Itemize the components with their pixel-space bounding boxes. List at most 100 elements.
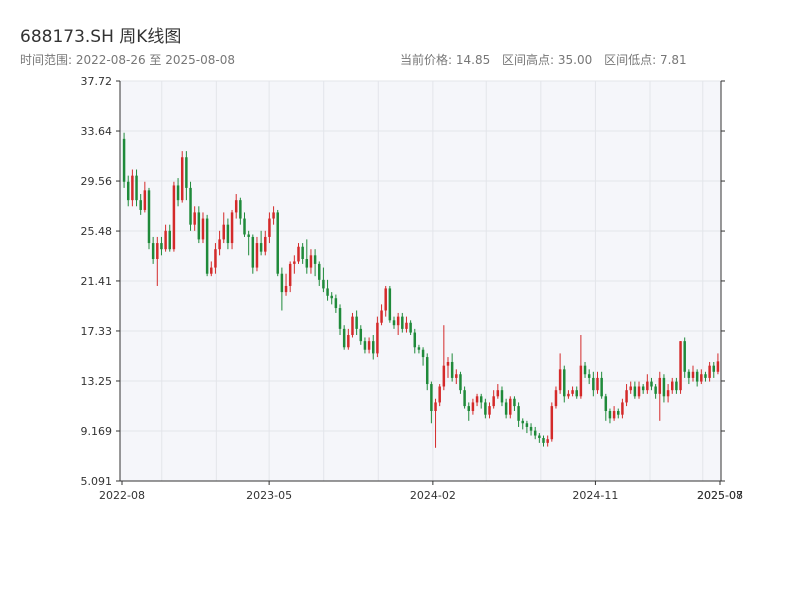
candle-up bbox=[625, 390, 628, 403]
candle-up bbox=[218, 239, 221, 250]
candle-down bbox=[326, 288, 329, 296]
candle-down bbox=[276, 212, 279, 274]
candle-up bbox=[475, 396, 479, 403]
candle-down bbox=[712, 365, 716, 372]
candle-down bbox=[538, 435, 541, 438]
x-tick-label: 2023-05 bbox=[246, 489, 292, 502]
candle-down bbox=[251, 236, 255, 268]
candle-up bbox=[629, 386, 632, 391]
candle-up bbox=[567, 393, 570, 397]
candle-down bbox=[617, 411, 620, 415]
candle-up bbox=[380, 310, 383, 323]
candle-up bbox=[691, 371, 695, 378]
y-tick-label: 33.64 bbox=[81, 125, 113, 138]
candle-up bbox=[367, 341, 371, 350]
candle-up bbox=[264, 236, 267, 252]
y-tick-label: 29.56 bbox=[81, 175, 113, 188]
candle-down bbox=[525, 423, 529, 427]
y-tick-label: 37.72 bbox=[81, 75, 113, 88]
candle-up bbox=[700, 374, 703, 382]
candle-up bbox=[612, 411, 616, 419]
candle-up bbox=[554, 390, 558, 407]
candle-up bbox=[193, 212, 196, 225]
candle-down bbox=[330, 295, 333, 299]
candle-up bbox=[201, 218, 205, 240]
candle-down bbox=[139, 200, 142, 210]
candle-up bbox=[288, 263, 292, 286]
candle-up bbox=[716, 361, 720, 372]
candle-up bbox=[646, 381, 649, 391]
candle-up bbox=[293, 261, 296, 264]
y-tick-label: 5.091 bbox=[81, 475, 113, 488]
candle-up bbox=[214, 249, 217, 268]
candle-down bbox=[197, 212, 201, 240]
candle-down bbox=[413, 332, 417, 348]
candle-down bbox=[633, 386, 637, 397]
candle-down bbox=[318, 263, 321, 280]
candle-down bbox=[189, 187, 192, 225]
candle-up bbox=[376, 322, 379, 354]
candle-down bbox=[392, 320, 396, 326]
candle-up bbox=[621, 402, 624, 415]
candle-up bbox=[234, 200, 238, 213]
candle-down bbox=[338, 308, 342, 329]
candle-down bbox=[704, 374, 707, 378]
candle-down bbox=[650, 381, 653, 387]
candle-up bbox=[658, 377, 662, 394]
candle-down bbox=[342, 328, 346, 348]
candle-down bbox=[484, 402, 487, 415]
candle-up bbox=[546, 439, 549, 443]
x-tick-label: 2024-11 bbox=[572, 489, 618, 502]
candle-down bbox=[529, 426, 533, 431]
candle-down bbox=[683, 341, 686, 372]
candle-up bbox=[351, 316, 354, 336]
candle-down bbox=[205, 218, 209, 274]
current-price: 当前价格: 14.85 bbox=[400, 53, 491, 67]
candle-up bbox=[131, 175, 134, 201]
candle-up bbox=[442, 365, 446, 387]
y-tick-label: 21.41 bbox=[81, 275, 113, 288]
candle-up bbox=[297, 246, 300, 262]
candle-down bbox=[388, 288, 392, 321]
candle-down bbox=[654, 386, 657, 394]
candle-up bbox=[438, 386, 441, 403]
candle-down bbox=[322, 279, 325, 289]
candle-down bbox=[425, 357, 429, 385]
candle-up bbox=[309, 255, 313, 268]
candle-down bbox=[575, 390, 578, 397]
candle-up bbox=[488, 406, 491, 415]
candle-down bbox=[280, 273, 284, 293]
x-tick-label: 2024-02 bbox=[410, 489, 456, 502]
candle-up bbox=[509, 398, 512, 415]
candle-up bbox=[268, 218, 271, 237]
y-tick-label: 9.169 bbox=[81, 425, 113, 438]
candle-down bbox=[592, 377, 595, 391]
candle-down bbox=[363, 341, 367, 350]
candle-down bbox=[479, 396, 483, 403]
y-tick-label: 25.48 bbox=[81, 225, 113, 238]
candle-down bbox=[185, 157, 188, 188]
candle-down bbox=[600, 377, 603, 397]
candle-down bbox=[450, 361, 454, 378]
candle-down bbox=[641, 386, 645, 391]
candle-up bbox=[272, 212, 275, 219]
candle-down bbox=[513, 398, 516, 407]
candle-down bbox=[243, 218, 246, 235]
candle-down bbox=[151, 243, 155, 260]
candle-up bbox=[496, 390, 500, 397]
candle-up bbox=[172, 185, 176, 250]
candle-up bbox=[156, 243, 159, 260]
x-tick-label: 2022-08 bbox=[99, 489, 145, 502]
candle-down bbox=[401, 316, 404, 329]
candle-up bbox=[180, 157, 184, 201]
candle-down bbox=[417, 347, 421, 350]
candle-up bbox=[571, 390, 574, 394]
candle-up bbox=[405, 322, 408, 329]
candle-down bbox=[409, 322, 412, 333]
candle-down bbox=[533, 430, 537, 436]
candle-down bbox=[313, 255, 317, 264]
candle-down bbox=[259, 243, 263, 252]
candle-up bbox=[446, 361, 450, 366]
